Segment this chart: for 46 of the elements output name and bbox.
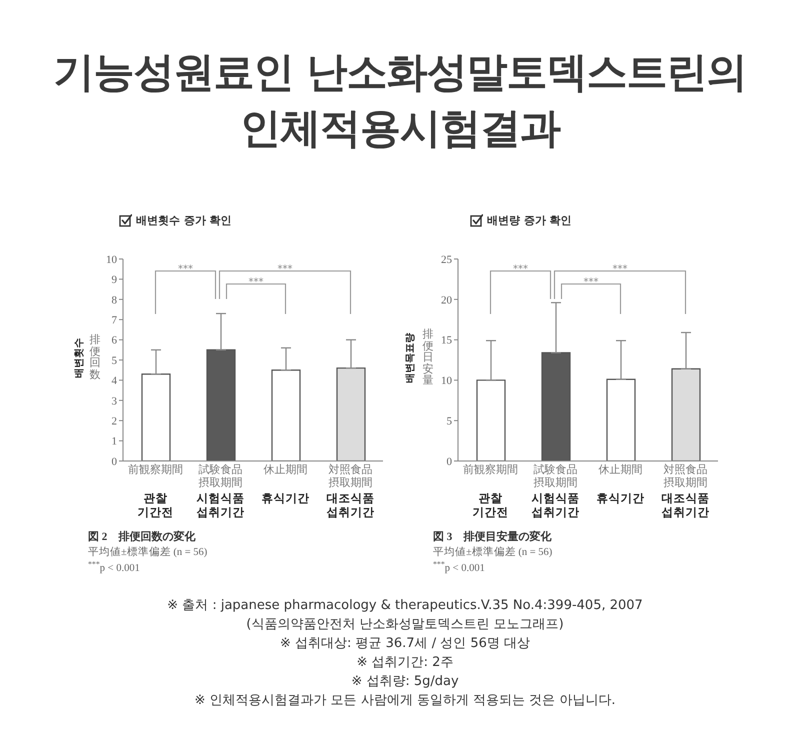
y-tick-label: 5	[446, 416, 452, 428]
y-tick-label: 0	[112, 456, 118, 468]
text: (식품의약품안전처 난소화성말토덱스트린 모노그래프)	[245, 616, 565, 634]
text: $^{***}$p < 0.001	[88, 560, 141, 576]
y-tick-label: 6	[112, 334, 118, 347]
y-tick-label: 5	[112, 354, 118, 367]
chart-title: 배변량 증가 확인	[487, 213, 572, 228]
text: ※ 출처 : japanese pharmacology & therapeutics.V.35 No.4:399-405, 2007	[166, 597, 644, 615]
x-tick-label: 対照食品摂取期間 대조식품 섭취기간	[326, 463, 374, 519]
text: 平均値±標準偏差 (n = 56)	[88, 546, 208, 560]
y-tick-label: 15	[441, 334, 452, 347]
y-tick-label: 20	[441, 294, 452, 306]
category-label: 前観察期間 관찰 기간전	[463, 464, 518, 519]
y-tick-label: 7	[112, 314, 118, 327]
text: ※ 인체적용시험결과가 모든 사람에게 동일하게 적용되는 것은 아닙니다.	[194, 692, 616, 710]
annotation: ***	[612, 264, 628, 275]
text: 기능성원료인 난소화성말토덱스트린의 인체적용시험결과	[52, 47, 748, 154]
text: ※ 섭취대상: 평균 36.7세 / 성인 56명 대상	[278, 635, 532, 653]
y-tick-label: 3	[112, 395, 118, 408]
category-label: 前観察期間 관찰 기간전	[128, 464, 183, 519]
x-tick-label: 試験食品摂取期間 시험식품 섭취기간	[532, 463, 580, 519]
y-tick-label: 8	[112, 294, 118, 306]
category-label: 休止期間 휴식기간	[596, 464, 644, 505]
y-tick-label: 1	[112, 436, 117, 448]
y-tick-label: 2	[112, 416, 117, 428]
chart-title: 배변횟수 증가 확인	[136, 213, 232, 228]
annotation: ***	[278, 264, 292, 275]
text: $^{***}$p < 0.001	[433, 560, 486, 576]
y-tick-label: 0	[446, 456, 452, 468]
caption: 図 2 排便回数の変化	[88, 530, 196, 545]
annotation: ***	[513, 264, 528, 275]
category-label: 休止期間 휴식기간	[262, 464, 310, 505]
y-tick-label: 10	[441, 375, 452, 388]
y-tick-label: 25	[441, 254, 452, 266]
annotation: ***	[178, 264, 193, 275]
y-tick-label: 10	[106, 254, 118, 266]
x-tick-label: 試験食品摂取期間 시험식품 섭취기간	[196, 463, 244, 519]
annotation: ***	[248, 277, 264, 288]
x-tick-label: 対照食品摂取期間 대조식품 섭취기간	[662, 463, 710, 519]
text: ※ 섭취량: 5g/day	[350, 673, 460, 691]
caption: 図 3 排便目安量の変化	[433, 530, 552, 545]
text: ※ 섭취기간: 2주	[356, 654, 454, 672]
y-tick-label: 4	[112, 375, 118, 388]
y-tick-label: 9	[112, 274, 118, 286]
annotation: ***	[584, 277, 598, 288]
text: 平均値±標準偏差 (n = 56)	[433, 546, 552, 560]
